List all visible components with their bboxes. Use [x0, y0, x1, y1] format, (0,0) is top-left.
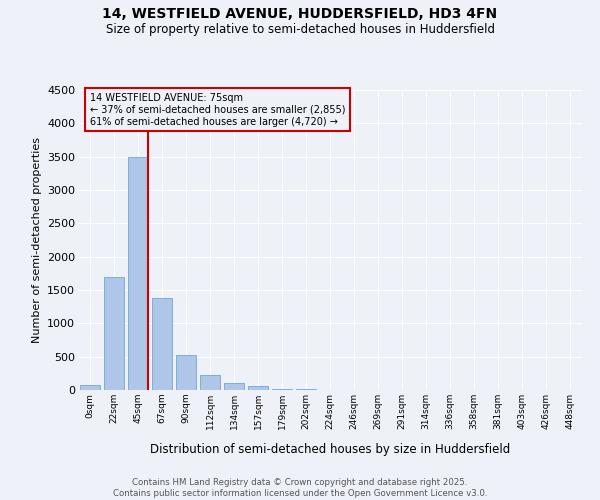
- Bar: [152, 298, 172, 390]
- Bar: [128, 156, 148, 390]
- Bar: [224, 383, 244, 390]
- Text: 14 WESTFIELD AVENUE: 75sqm
← 37% of semi-detached houses are smaller (2,855)
61%: 14 WESTFIELD AVENUE: 75sqm ← 37% of semi…: [90, 94, 346, 126]
- Y-axis label: Number of semi-detached properties: Number of semi-detached properties: [32, 137, 41, 343]
- Text: Contains HM Land Registry data © Crown copyright and database right 2025.
Contai: Contains HM Land Registry data © Crown c…: [113, 478, 487, 498]
- Text: 14, WESTFIELD AVENUE, HUDDERSFIELD, HD3 4FN: 14, WESTFIELD AVENUE, HUDDERSFIELD, HD3 …: [103, 8, 497, 22]
- Bar: [104, 276, 124, 390]
- Bar: [176, 356, 196, 390]
- Text: Size of property relative to semi-detached houses in Huddersfield: Size of property relative to semi-detach…: [106, 22, 494, 36]
- Text: Distribution of semi-detached houses by size in Huddersfield: Distribution of semi-detached houses by …: [150, 442, 510, 456]
- Bar: [296, 388, 316, 390]
- Bar: [248, 386, 268, 390]
- Bar: [80, 385, 100, 390]
- Bar: [200, 374, 220, 390]
